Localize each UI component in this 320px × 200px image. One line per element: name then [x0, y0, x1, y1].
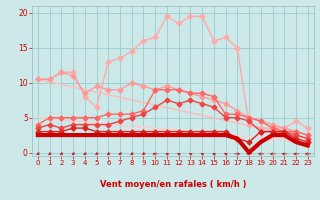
X-axis label: Vent moyen/en rafales ( km/h ): Vent moyen/en rafales ( km/h ) — [100, 180, 246, 189]
